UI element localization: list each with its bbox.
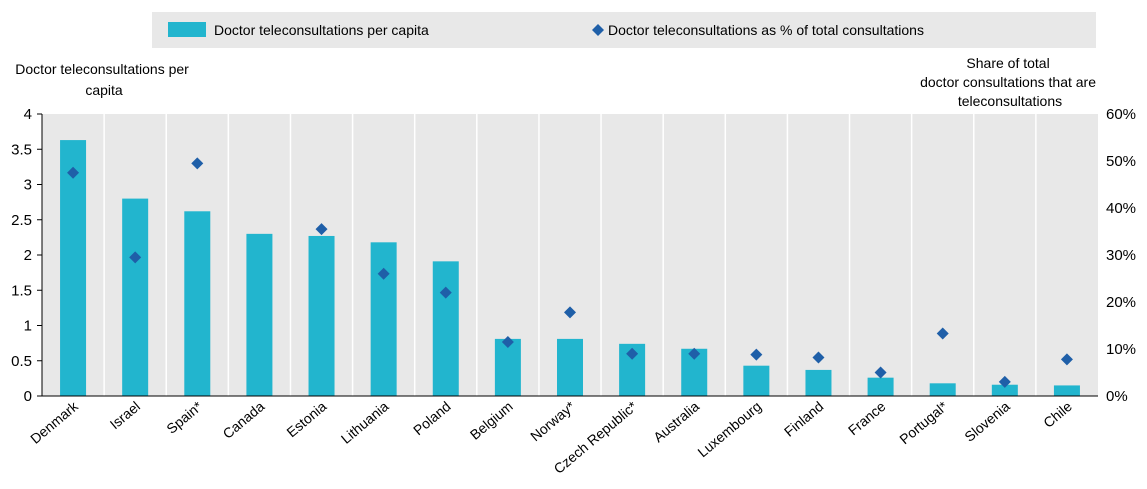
- x-tick-label: Finland: [781, 398, 826, 440]
- diamond-point: [67, 166, 80, 179]
- diamond-point: [874, 366, 887, 379]
- bar-series: [60, 140, 1080, 396]
- legend-diamond-marker: [592, 24, 604, 36]
- diamond-point: [501, 335, 514, 348]
- x-tick-label: Israel: [107, 398, 144, 432]
- x-axis-tick-labels: Denmark Israel Spain* Canada Estonia Lithuani…: [27, 397, 1075, 476]
- y-right-tick-label: 30%: [1106, 247, 1136, 264]
- y-left-tick-label: 3.5: [11, 141, 32, 158]
- diamond-point: [688, 347, 701, 360]
- bar: [991, 384, 1018, 396]
- diamond-point: [564, 306, 576, 319]
- y-left-tick-label: 1: [24, 318, 32, 335]
- diamond-point: [750, 348, 763, 361]
- bar: [308, 235, 335, 396]
- legend-box: [152, 12, 1096, 48]
- y-left-tick-label: 2.5: [11, 212, 32, 229]
- diamond-point: [626, 347, 639, 360]
- y-axis-right-title: Share of total doctor consultations that…: [920, 55, 1100, 109]
- bar: [557, 338, 583, 396]
- x-tick-label: Norway*: [527, 398, 578, 445]
- y-right-tick-label: 20%: [1106, 294, 1136, 311]
- x-tick-label: Australia: [650, 398, 702, 445]
- x-tick-label: Chile: [1040, 398, 1075, 431]
- diamond-point: [315, 223, 328, 236]
- bar: [743, 365, 770, 396]
- bar: [246, 233, 273, 396]
- bar: [867, 377, 894, 396]
- x-tick-label: Poland: [410, 398, 454, 438]
- bar: [494, 338, 521, 396]
- x-tick-label: Belgium: [467, 398, 516, 443]
- diamond-point: [812, 351, 825, 364]
- bar: [370, 242, 397, 396]
- x-tick-label: France: [845, 398, 889, 438]
- y-axis-left-title: Doctor teleconsultations per capita: [15, 61, 192, 98]
- x-tick-label: Estonia: [283, 398, 329, 440]
- bar: [184, 211, 211, 396]
- diamond-series: [67, 157, 1073, 388]
- diamond-point: [191, 157, 204, 170]
- diamond-point: [439, 286, 452, 299]
- y-left-tick-label: 0: [24, 388, 32, 405]
- x-tick-label: Slovenia: [961, 398, 1013, 445]
- y-left-tick-label: 3: [24, 177, 32, 194]
- diamond-point: [377, 267, 390, 280]
- x-tick-label: Lithuania: [338, 398, 392, 447]
- y-right-tick-label: 60%: [1106, 106, 1136, 123]
- y-right-tick-label: 40%: [1106, 200, 1136, 217]
- legend-bar-label: Doctor teleconsultations per capita: [214, 22, 429, 38]
- y-right-tick-label: 10%: [1106, 341, 1136, 358]
- legend-diamond-label: Doctor teleconsultations as % of total c…: [608, 22, 924, 38]
- x-tick-label: Denmark: [27, 397, 82, 446]
- diamond-point: [936, 327, 949, 340]
- bar: [432, 261, 459, 396]
- y-left-tick-label: 0.5: [11, 353, 32, 370]
- y-axis-left-ticks: 0 0.5 1 1.5 2 2.5 3 3.5 4: [11, 106, 42, 405]
- bar: [60, 140, 87, 396]
- y-axis-right-ticks: 0% 10% 20% 30% 40% 50% 60%: [1106, 106, 1136, 405]
- x-tick-label: Luxembourg: [694, 398, 764, 460]
- y-left-tick-label: 1.5: [11, 282, 32, 299]
- legend-bar-swatch: [168, 22, 206, 37]
- x-tick-label: Spain*: [163, 398, 205, 437]
- bar: [805, 369, 832, 396]
- diamond-point: [129, 251, 142, 264]
- category-separators: [103, 114, 1037, 396]
- y-left-tick-label: 4: [24, 106, 32, 123]
- x-tick-label: Canada: [219, 398, 267, 442]
- bar: [122, 198, 149, 396]
- y-right-tick-label: 50%: [1106, 153, 1136, 170]
- y-left-tick-label: 2: [24, 247, 32, 264]
- y-right-tick-label: 0%: [1106, 388, 1128, 405]
- diamond-point: [1060, 353, 1073, 366]
- bar: [929, 383, 956, 396]
- bar: [1053, 385, 1080, 396]
- diamond-point: [998, 375, 1011, 388]
- x-tick-label: Portugal*: [896, 398, 951, 448]
